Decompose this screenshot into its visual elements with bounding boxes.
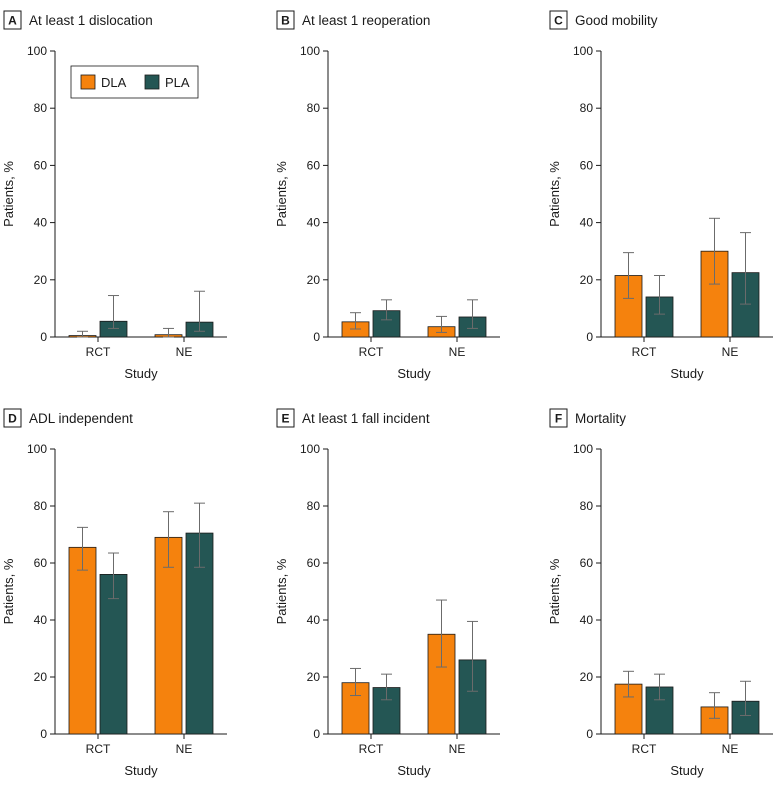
panel-letter-box	[276, 408, 295, 428]
x-tick-label: NE	[449, 742, 466, 756]
panel-letter: F	[555, 412, 562, 426]
x-axis-title: Study	[397, 763, 431, 778]
panel-title: At least 1 reoperation	[302, 13, 430, 28]
y-axis-title: Patients, %	[1, 161, 16, 227]
y-tick-label: 60	[307, 556, 321, 570]
y-tick-label: 100	[27, 442, 47, 456]
x-axis-title: Study	[397, 366, 431, 381]
y-tick-label: 40	[34, 216, 48, 230]
x-tick-label: NE	[176, 742, 193, 756]
y-tick-label: 0	[313, 330, 320, 344]
panel-title: Mortality	[575, 411, 626, 426]
y-tick-label: 20	[580, 273, 594, 287]
x-tick-label: NE	[722, 345, 739, 359]
y-tick-label: 80	[307, 101, 321, 115]
y-tick-label: 60	[580, 158, 594, 172]
y-tick-label: 100	[27, 44, 47, 58]
panel-b: B At least 1 reoperation 0 20 40 60 80 100 Patie…	[274, 10, 500, 381]
y-tick-label: 0	[586, 727, 593, 741]
y-tick-label: 80	[34, 101, 48, 115]
panel-title: At least 1 fall incident	[302, 411, 430, 426]
y-tick-label: 40	[307, 613, 321, 627]
x-tick-label: RCT	[86, 345, 111, 359]
bar-pla-rct	[372, 310, 401, 338]
y-tick-label: 80	[580, 101, 594, 115]
y-tick-label: 100	[300, 442, 320, 456]
x-axis-title: Study	[670, 763, 704, 778]
y-tick-label: 20	[307, 273, 321, 287]
y-tick-label: 100	[300, 44, 320, 58]
panel-letter: C	[554, 14, 563, 28]
y-tick-label: 60	[580, 556, 594, 570]
x-tick-label: RCT	[632, 742, 657, 756]
y-tick-label: 60	[307, 158, 321, 172]
y-tick-label: 0	[313, 727, 320, 741]
panel-title: At least 1 dislocation	[29, 13, 153, 28]
legend-swatch-dla	[80, 74, 96, 90]
x-axis-title: Study	[124, 366, 158, 381]
y-tick-label: 40	[580, 613, 594, 627]
panel-letter: A	[8, 14, 17, 28]
y-axis-title: Patients, %	[1, 558, 16, 624]
x-tick-label: RCT	[86, 742, 111, 756]
y-axis-title: Patients, %	[547, 161, 562, 227]
panel-d: D ADL independent 0 20 40 60 80 100 Patients, % R…	[1, 408, 227, 778]
y-axis-title: Patients, %	[274, 161, 289, 227]
x-tick-label: RCT	[359, 742, 384, 756]
panel-title: ADL independent	[29, 411, 133, 426]
x-tick-label: NE	[449, 345, 466, 359]
y-tick-label: 20	[34, 670, 48, 684]
panel-letter-box	[3, 10, 22, 30]
y-tick-label: 0	[586, 330, 593, 344]
legend-label-dla: DLA	[101, 75, 127, 90]
x-axis-title: Study	[670, 366, 704, 381]
panel-letter: B	[281, 14, 290, 28]
y-tick-label: 20	[580, 670, 594, 684]
x-tick-label: NE	[722, 742, 739, 756]
panel-a: A At least 1 dislocation 0 20 40 60 80 100 Patie…	[1, 10, 227, 381]
y-tick-label: 0	[40, 330, 47, 344]
x-tick-label: RCT	[359, 345, 384, 359]
bar-pla-rct	[99, 574, 128, 735]
y-tick-label: 100	[573, 442, 593, 456]
x-axis-title: Study	[124, 763, 158, 778]
y-tick-label: 80	[580, 499, 594, 513]
panel-title: Good mobility	[575, 13, 658, 28]
panel-letter-box	[549, 10, 568, 30]
panel-letter: D	[8, 412, 17, 426]
legend-label-pla: PLA	[165, 75, 190, 90]
y-tick-label: 40	[580, 216, 594, 230]
y-tick-label: 60	[34, 158, 48, 172]
x-tick-label: NE	[176, 345, 193, 359]
panel-letter-box	[549, 408, 568, 428]
panel-e: E At least 1 fall incident 0 20 40 60 80 100 Pat…	[274, 408, 500, 778]
y-axis-title: Patients, %	[547, 558, 562, 624]
bar-dla-rct	[68, 546, 97, 735]
x-tick-label: RCT	[632, 345, 657, 359]
panel-letter: E	[281, 412, 289, 426]
y-tick-label: 80	[34, 499, 48, 513]
y-tick-label: 40	[307, 216, 321, 230]
panel-letter-box	[3, 408, 22, 428]
y-tick-label: 40	[34, 613, 48, 627]
y-tick-label: 80	[307, 499, 321, 513]
y-tick-label: 0	[40, 727, 47, 741]
panel-c: C Good mobility 0 20 40 60 80 100 Patients, % RCT…	[547, 10, 773, 381]
y-tick-label: 60	[34, 556, 48, 570]
panel-f: F Mortality 0 20 40 60 80 100 Patients, % RCT NE St…	[547, 408, 773, 778]
y-tick-label: 20	[307, 670, 321, 684]
legend-swatch-pla	[144, 74, 160, 90]
y-tick-label: 100	[573, 44, 593, 58]
y-axis-title: Patients, %	[274, 558, 289, 624]
y-tick-label: 20	[34, 273, 48, 287]
legend: DLA PLA	[70, 65, 199, 99]
panel-letter-box	[276, 10, 295, 30]
